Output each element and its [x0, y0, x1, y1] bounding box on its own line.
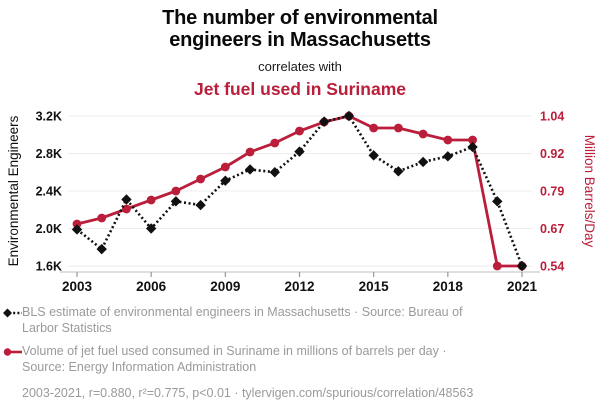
jet-fuel-point — [97, 213, 107, 223]
jet-fuel-point — [369, 123, 379, 133]
jet-fuel-point — [196, 174, 206, 184]
engineers-point — [319, 116, 330, 127]
black-diamond-dotted-line-icon — [3, 308, 22, 318]
right-axis-tick-label: 0.67 — [540, 222, 564, 236]
engineers-point — [393, 166, 404, 177]
jet-fuel-point — [72, 219, 82, 229]
x-axis-tick-label: 2009 — [210, 279, 240, 294]
x-axis-tick-label: 2003 — [62, 279, 93, 294]
jet-fuel-point — [270, 138, 280, 148]
jet-fuel-point — [418, 129, 428, 139]
chart-header: The number of environmental engineers in… — [0, 7, 600, 100]
jet-fuel-point — [393, 123, 403, 133]
engineers-point — [516, 260, 528, 272]
red-subtitle: Jet fuel used in Suriname — [194, 78, 406, 99]
engineers-point — [71, 224, 83, 235]
jet-fuel-point — [295, 126, 304, 136]
x-axis-tick-label: 2021 — [507, 279, 538, 294]
left-axis-tick-label: 2.8K — [36, 147, 62, 161]
left-axis-tick-label: 1.6K — [36, 260, 62, 274]
legend-text-engineers: BLS estimate of environmental engineers … — [22, 305, 463, 335]
left-axis-tick-label: 3.2K — [36, 110, 62, 124]
right-axis-tick-label: 0.79 — [540, 185, 564, 199]
legend-text-jet-fuel: Volume of jet fuel used consumed in Suri… — [22, 344, 447, 374]
right-axis-title: Million Barrels/Day — [582, 135, 597, 248]
engineers-point — [417, 156, 429, 168]
title-line-2: engineers in Massachusetts — [169, 29, 431, 52]
right-axis-tick-label: 0.92 — [540, 147, 564, 161]
jet-fuel-point — [171, 186, 181, 196]
chart-legend: BLS estimate of environmental engineers … — [3, 304, 597, 401]
engineers-point — [195, 199, 206, 211]
stats-and-source-url: 2003-2021, r=0.880, r²=0.775, p<0.01 · t… — [22, 386, 474, 400]
engineers-point — [220, 175, 231, 186]
engineers-point — [269, 167, 280, 178]
engineers-point — [244, 164, 256, 175]
jet-fuel-point — [492, 261, 502, 271]
engineers-point — [96, 243, 107, 255]
x-axis-tick-label: 2006 — [136, 279, 167, 294]
jet-fuel-point — [146, 195, 156, 205]
engineers-point — [467, 141, 478, 153]
left-axis-tick-label: 2.0K — [36, 222, 62, 236]
right-axis-tick-label: 0.54 — [540, 260, 564, 274]
engineers-point — [170, 196, 182, 207]
engineers-point — [442, 151, 454, 162]
x-axis-tick-label: 2015 — [359, 279, 390, 294]
legend-item-engineers: BLS estimate of environmental engineers … — [3, 304, 597, 336]
engineers-point — [343, 110, 355, 122]
left-axis-tick-label: 2.4K — [36, 185, 62, 199]
left-axis-title: Environmental Engineers — [6, 115, 21, 266]
engineers-point — [368, 150, 379, 161]
engineers-point — [492, 196, 503, 207]
page-title: The number of environmental engineers in… — [0, 7, 600, 52]
legend-item-jet-fuel: Volume of jet fuel used consumed in Suri… — [3, 343, 597, 375]
jet-fuel-point — [220, 162, 230, 172]
x-axis-tick-label: 2012 — [284, 279, 314, 294]
engineers-point — [145, 223, 157, 234]
jet-fuel-point — [245, 147, 255, 157]
red-circle-solid-line-icon — [3, 348, 22, 356]
jet-fuel-point — [443, 135, 453, 145]
x-axis-tick-label: 2018 — [433, 279, 464, 294]
jet-fuel-point — [468, 135, 477, 145]
right-axis-tick-label: 1.04 — [540, 110, 564, 124]
engineers-point — [294, 146, 305, 157]
title-line-1: The number of environmental — [162, 7, 438, 29]
engineers-point — [121, 194, 132, 205]
correlates-with-label: correlates with — [258, 58, 342, 74]
jet-fuel-point — [122, 204, 131, 214]
